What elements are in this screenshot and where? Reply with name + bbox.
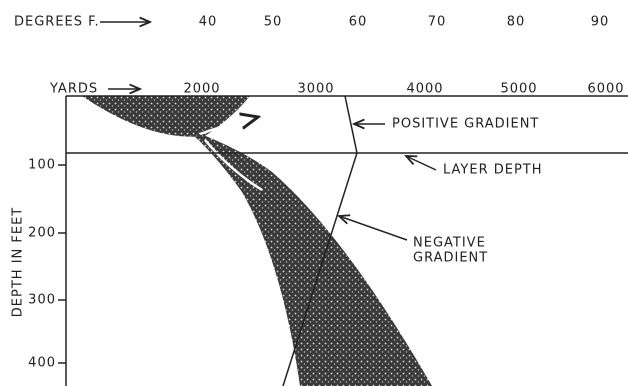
annotation: POSITIVE GRADIENT (392, 117, 539, 132)
diagram: DEGREES F. 40 50 60 70 80 90 YARDS 2000 3000 40… (0, 0, 628, 386)
depth-tick-label: 100 (28, 158, 56, 173)
range-tick-label: 4000 (406, 82, 443, 97)
temperature-tick-label: 60 (349, 15, 368, 30)
arrow (406, 156, 436, 170)
annotation: LAYER DEPTH (443, 163, 543, 178)
temperature-tick-label: 80 (507, 15, 526, 30)
temperature-tick-label: 70 (428, 15, 447, 30)
temperature-tick-label: 40 (199, 15, 218, 30)
temperature-tick-label: 90 (591, 15, 610, 30)
depth-axis-label: DEPTH IN FEET (11, 207, 26, 317)
annotation: GRADIENT (413, 251, 488, 266)
depth-tick-label: 400 (28, 356, 56, 371)
arrow (339, 216, 407, 240)
lower-beam (185, 128, 432, 386)
range-axis-label: YARDS (49, 82, 98, 97)
range-tick-label: 5000 (500, 82, 537, 97)
range-tick-label: 3000 (297, 82, 334, 97)
temperature-tick-label: 50 (264, 15, 283, 30)
depth-tick-label: 200 (28, 226, 56, 241)
upper-beam (82, 96, 250, 137)
annotation: NEGATIVE (413, 236, 486, 251)
temperature-axis-label: DEGREES F. (14, 15, 100, 30)
range-tick-label: 2000 (183, 82, 220, 97)
depth-tick-label: 300 (28, 293, 56, 308)
range-tick-label: 6000 (587, 82, 624, 97)
